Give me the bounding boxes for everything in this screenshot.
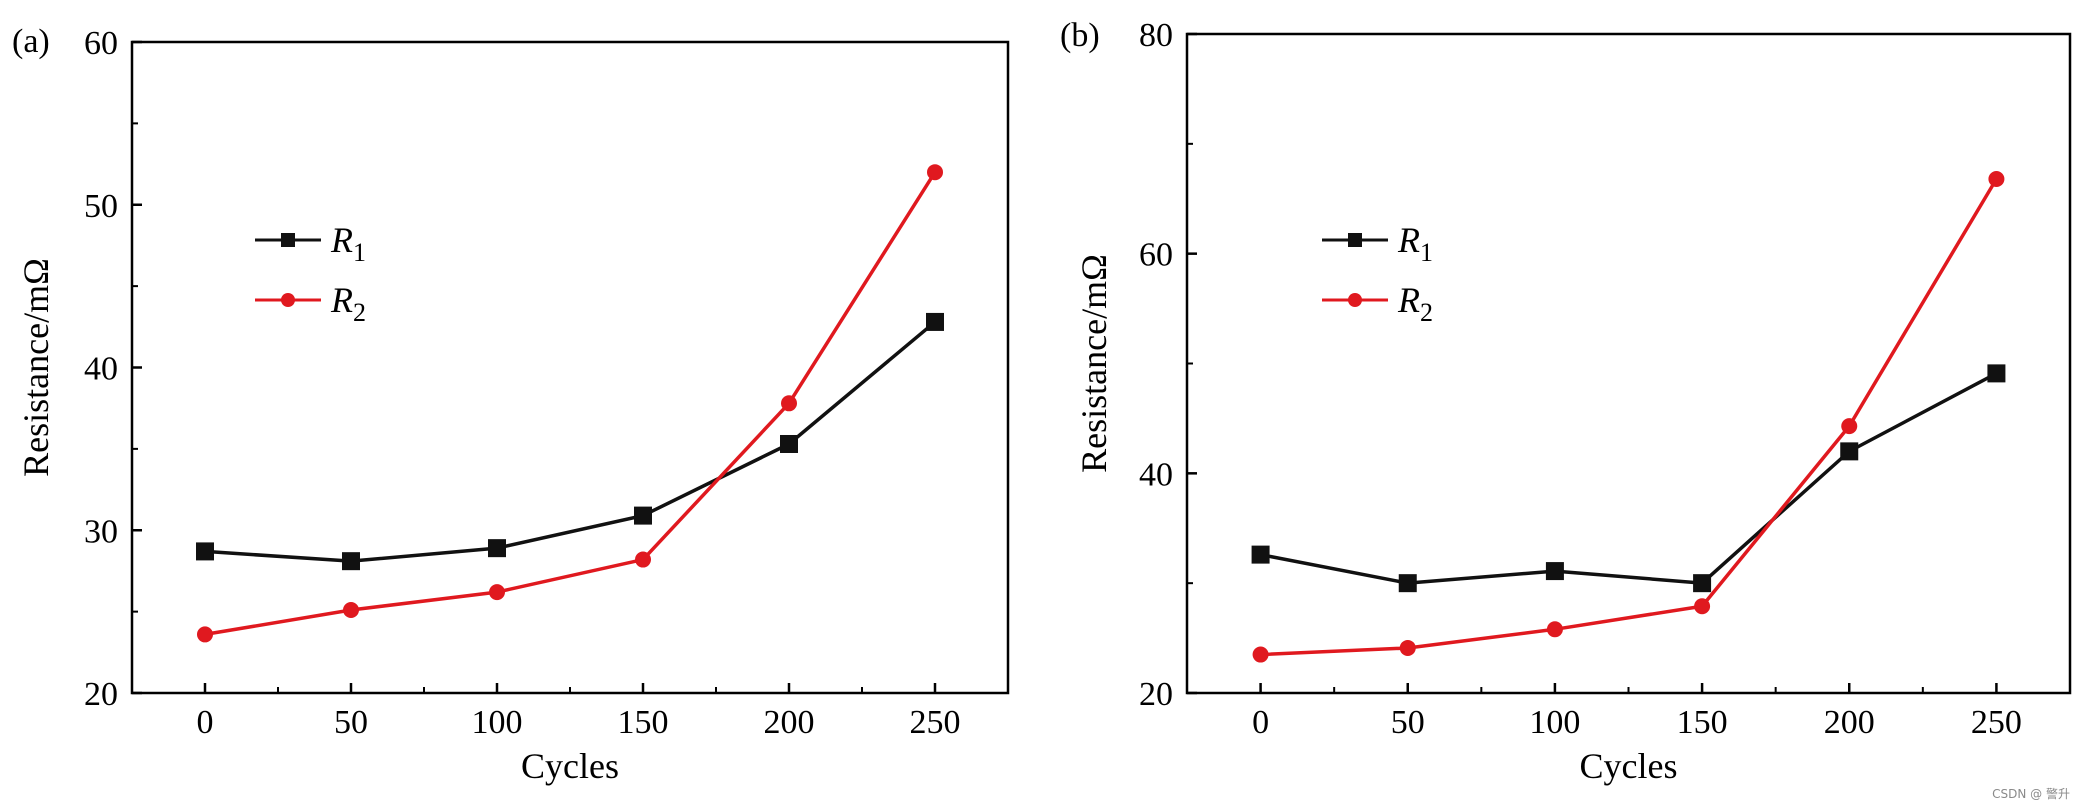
point-r1-a [196, 542, 214, 561]
y-tick-label-a: 20 [84, 676, 118, 713]
x-tick-label-b: 200 [1824, 704, 1875, 741]
panel-a: (a) 20 30 40 50 60 0 50 100 150 200 250 Cycles Re… [12, 23, 1010, 786]
panel-label-a: (a) [12, 23, 50, 60]
legend-a: R1 R2 [255, 220, 366, 327]
x-tick-label-a: 150 [618, 704, 669, 741]
point-r2-b [1694, 598, 1711, 615]
legend-sub-r2-a: 2 [353, 298, 366, 327]
point-r1-a [926, 312, 944, 331]
point-r2-b [1252, 646, 1269, 663]
panel-label-b: (b) [1060, 17, 1100, 54]
x-tick-label-a: 100 [472, 704, 523, 741]
point-r1-a [780, 434, 798, 453]
x-tick-label-a: 250 [910, 704, 961, 741]
point-r2-a [197, 626, 213, 643]
point-r2-a [343, 601, 359, 618]
point-r2-a [927, 164, 943, 181]
point-r2-a [489, 584, 505, 601]
x-tick-label-b: 150 [1677, 704, 1728, 741]
svg-text:R2: R2 [330, 280, 366, 327]
y-axis-title-a: Resistance/mΩ [16, 258, 56, 477]
x-tick-label-b: 0 [1252, 704, 1269, 741]
y-ticks-a: 20 30 40 50 60 [84, 25, 142, 713]
point-r1-b [1987, 364, 2006, 383]
series-group-a [196, 164, 944, 643]
y-tick-label-a: 60 [84, 25, 118, 62]
y-tick-label-a: 40 [84, 351, 118, 388]
y-ticks-b: 20 40 60 80 [1139, 17, 1197, 713]
series-line-r2-a [204, 171, 937, 637]
x-tick-label-b: 250 [1971, 704, 2022, 741]
legend-label-r1-a: R [330, 220, 353, 260]
y-tick-label-b: 60 [1139, 237, 1173, 274]
y-tick-label-b: 20 [1139, 676, 1173, 713]
point-r2-b [1399, 639, 1416, 656]
legend-item-r1-a: R1 [255, 220, 366, 267]
x-tick-label-b: 100 [1529, 704, 1580, 741]
y-tick-label-b: 40 [1139, 456, 1173, 493]
svg-text:R1: R1 [330, 220, 366, 267]
legend-label-r2-a: R [330, 280, 353, 320]
point-r2-b [1546, 621, 1563, 638]
series-line-r1-a [204, 320, 937, 563]
point-r1-a [634, 506, 652, 525]
y-tick-label-a: 50 [84, 188, 118, 225]
x-tick-label-b: 50 [1391, 704, 1425, 741]
legend-sub-r2-b: 2 [1420, 298, 1433, 327]
x-tick-label-a: 200 [764, 704, 815, 741]
legend-item-r1-b: R1 [1322, 220, 1433, 267]
x-axis-title-b: Cycles [1580, 746, 1678, 786]
y-tick-label-a: 30 [84, 513, 118, 550]
plot-area-a [130, 40, 1010, 695]
x-axis-title-a: Cycles [521, 746, 619, 786]
point-r2-b [1988, 170, 2005, 187]
point-r1-b [1251, 545, 1270, 564]
series-line-r2-b [1260, 178, 1998, 657]
series-line-r1-b [1260, 371, 1998, 585]
x-tick-label-a: 50 [334, 704, 368, 741]
svg-text:R2: R2 [1397, 280, 1433, 327]
x-ticks-b: 0 50 100 150 200 250 [1252, 683, 2022, 741]
legend-sub-r1-b: 1 [1420, 238, 1433, 267]
x-tick-label-a: 0 [197, 704, 214, 741]
point-r1-b [1840, 442, 1859, 461]
legend-b: R1 R2 [1322, 220, 1433, 327]
plot-area-b [1185, 32, 2072, 695]
legend-label-r2-b: R [1397, 280, 1420, 320]
point-r1-b [1398, 574, 1417, 593]
panel-b: (b) 20 40 60 80 0 50 100 150 200 250 Cycles Resi… [1060, 17, 2072, 786]
legend-marker-r1-b [1348, 233, 1362, 247]
legend-marker-r2-a [281, 293, 295, 307]
point-r2-a [635, 551, 651, 568]
point-r1-a [342, 552, 360, 571]
point-r2-b [1841, 418, 1858, 435]
point-r1-b [1693, 574, 1712, 593]
legend-item-r2-a: R2 [255, 280, 366, 327]
series-group-b [1251, 170, 2006, 663]
y-tick-label-b: 80 [1139, 17, 1173, 54]
x-ticks-a: 0 50 100 150 200 250 [197, 683, 961, 741]
point-r2-a [781, 395, 797, 412]
point-r1-b [1545, 562, 1564, 581]
y-axis-title-b: Resistance/mΩ [1074, 254, 1114, 473]
watermark: CSDN @ 警升 [1992, 786, 2070, 801]
legend-sub-r1-a: 1 [353, 238, 366, 267]
svg-text:R1: R1 [1397, 220, 1433, 267]
legend-item-r2-b: R2 [1322, 280, 1433, 327]
legend-marker-r1-a [281, 233, 295, 247]
legend-marker-r2-b [1348, 293, 1362, 307]
legend-label-r1-b: R [1397, 220, 1420, 260]
point-r1-a [488, 539, 506, 558]
